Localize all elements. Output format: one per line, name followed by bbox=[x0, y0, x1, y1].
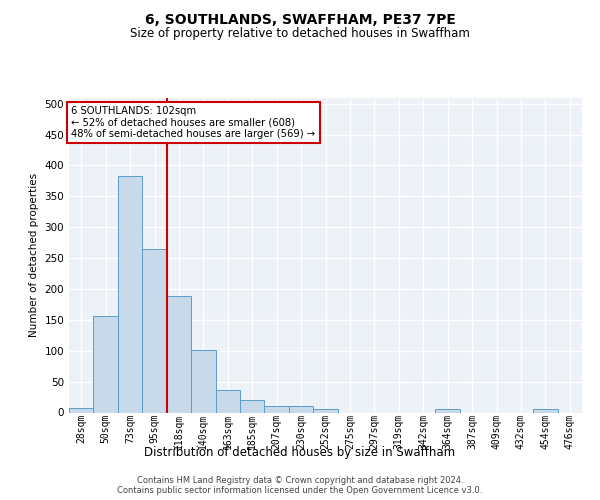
Bar bbox=[191, 350, 215, 412]
Bar bbox=[313, 410, 338, 412]
Text: Size of property relative to detached houses in Swaffham: Size of property relative to detached ho… bbox=[130, 28, 470, 40]
Bar bbox=[289, 406, 313, 412]
Bar bbox=[215, 390, 240, 412]
Text: 6, SOUTHLANDS, SWAFFHAM, PE37 7PE: 6, SOUTHLANDS, SWAFFHAM, PE37 7PE bbox=[145, 12, 455, 26]
Text: Distribution of detached houses by size in Swaffham: Distribution of detached houses by size … bbox=[145, 446, 455, 459]
Bar bbox=[94, 316, 118, 412]
Text: 6 SOUTHLANDS: 102sqm
← 52% of detached houses are smaller (608)
48% of semi-deta: 6 SOUTHLANDS: 102sqm ← 52% of detached h… bbox=[71, 106, 316, 138]
Bar bbox=[142, 249, 167, 412]
Bar bbox=[436, 410, 460, 412]
Bar bbox=[118, 176, 142, 412]
Bar bbox=[69, 408, 94, 412]
Text: Contains HM Land Registry data © Crown copyright and database right 2024.
Contai: Contains HM Land Registry data © Crown c… bbox=[118, 476, 482, 495]
Bar bbox=[265, 406, 289, 412]
Y-axis label: Number of detached properties: Number of detached properties bbox=[29, 173, 39, 337]
Bar bbox=[240, 400, 265, 412]
Bar bbox=[167, 296, 191, 412]
Bar bbox=[533, 410, 557, 412]
